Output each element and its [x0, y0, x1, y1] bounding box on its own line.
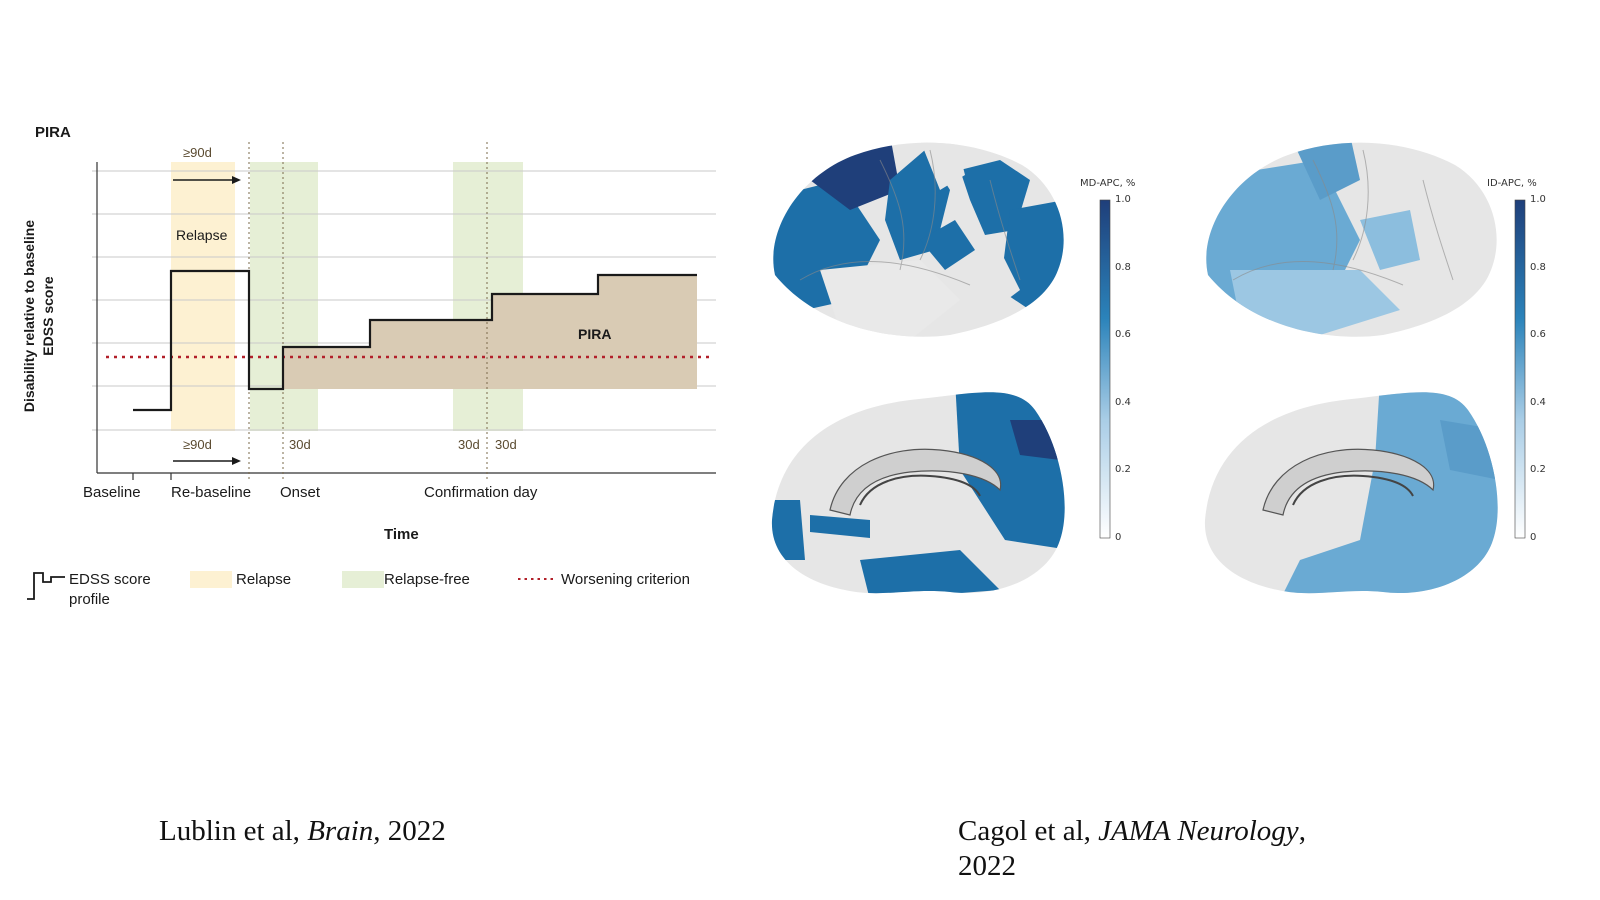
relapse-free-band-1 — [250, 162, 318, 431]
brain-medial-id — [1204, 392, 1498, 594]
citation-cagol: Cagol et al, JAMA Neurology, 2022 — [958, 815, 1306, 882]
svg-text:0: 0 — [1530, 532, 1536, 543]
svg-text:0.8: 0.8 — [1530, 262, 1546, 273]
svg-text:Disability relative to baselin: Disability relative to baseline — [21, 220, 37, 412]
interval-30d-before-confirmation: 30d — [458, 437, 480, 452]
svg-text:0.4: 0.4 — [1530, 397, 1546, 408]
brain-lateral-id — [1206, 142, 1497, 337]
legend-relapse-free-swatch — [342, 571, 384, 588]
interval-top-label: ≥90d — [183, 145, 212, 160]
pira-area-label: PIRA — [578, 326, 611, 342]
svg-text:0.6: 0.6 — [1530, 329, 1546, 340]
legend-edss-icon — [27, 572, 65, 600]
time-label-baseline: Baseline — [83, 484, 141, 501]
legend-edss-label-2: profile — [69, 591, 110, 608]
edss-score-profile — [133, 269, 697, 412]
relapse-band — [171, 162, 235, 431]
legend-edss-label: EDSS score — [69, 571, 151, 588]
id-apc-scale-title: ID-APC, % — [1487, 178, 1537, 189]
svg-text:0.8: 0.8 — [1115, 262, 1131, 273]
pira-diagram: PIRA ≥90d ≥90d 30d 30d — [21, 124, 716, 608]
y-axis-label: Disability relative to baseline EDSS sco… — [21, 220, 56, 412]
legend-worsening-label: Worsening criterion — [561, 571, 690, 588]
legend: EDSS score profile Relapse Relapse-free … — [27, 571, 690, 608]
svg-text:1.0: 1.0 — [1530, 194, 1546, 205]
id-apc-ticks: 1.0 0.8 0.6 0.4 0.2 0 — [1530, 194, 1546, 543]
svg-text:EDSS score: EDSS score — [40, 276, 56, 356]
interval-bottom-label: ≥90d — [183, 437, 212, 452]
legend-relapse-label: Relapse — [236, 571, 291, 588]
legend-relapse-free-label: Relapse-free — [384, 571, 470, 588]
pira-area — [283, 275, 697, 389]
time-label-onset: Onset — [280, 484, 321, 501]
md-apc-colorbar — [1099, 199, 1111, 539]
legend-relapse-swatch — [190, 571, 232, 588]
relapse-band-label: Relapse — [176, 227, 228, 243]
id-apc-colorbar — [1514, 199, 1526, 539]
interval-30d-after-confirmation: 30d — [495, 437, 517, 452]
svg-text:0.2: 0.2 — [1115, 464, 1131, 475]
time-label-confirmation: Confirmation day — [424, 484, 538, 501]
arrow-bottom — [173, 457, 241, 465]
brain-medial-md — [771, 392, 1065, 594]
brain-lateral-md — [773, 142, 1064, 337]
md-apc-ticks: 1.0 0.8 0.6 0.4 0.2 0 — [1115, 194, 1131, 543]
time-label-rebaseline: Re-baseline — [171, 484, 251, 501]
citation-lublin: Lublin et al, Brain, 2022 — [159, 815, 446, 847]
time-markers — [248, 142, 488, 480]
md-apc-scale-title: MD-APC, % — [1080, 178, 1135, 189]
arrow-top — [173, 176, 241, 184]
svg-text:0.4: 0.4 — [1115, 397, 1131, 408]
pira-title: PIRA — [35, 124, 71, 141]
interval-30d-onset: 30d — [289, 437, 311, 452]
brain-maps-figure: MD-APC, % 1.0 0.8 0.6 0.4 0.2 0 — [771, 142, 1546, 594]
svg-text:0.2: 0.2 — [1530, 464, 1546, 475]
svg-text:1.0: 1.0 — [1115, 194, 1131, 205]
x-axis-label: Time — [384, 526, 419, 543]
svg-text:0: 0 — [1115, 532, 1121, 543]
svg-text:0.6: 0.6 — [1115, 329, 1131, 340]
